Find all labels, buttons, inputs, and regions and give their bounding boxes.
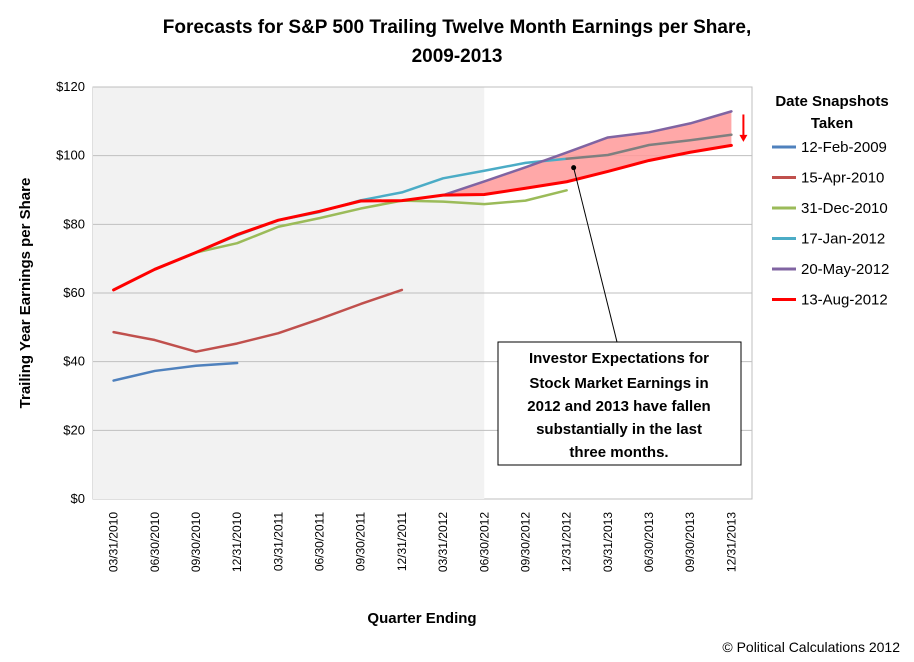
annotation-leader-line (573, 167, 618, 343)
y-tick-label: $60 (63, 285, 85, 300)
x-tick-label: 12/31/2011 (395, 512, 409, 571)
y-tick-label: $120 (56, 79, 85, 94)
x-axis-label: Quarter Ending (367, 610, 476, 627)
x-tick-label: 03/31/2013 (601, 512, 615, 572)
x-tick-label: 12/31/2010 (230, 512, 244, 572)
x-tick-label: 03/31/2010 (107, 512, 121, 572)
chart-title-line: 2009-2013 (412, 46, 503, 67)
series-line (565, 133, 733, 161)
decline-arrow-head (739, 134, 748, 142)
legend-label: 15-Apr-2010 (801, 170, 884, 187)
series-line (112, 288, 404, 353)
x-tick-label: 06/30/2010 (148, 512, 162, 572)
x-tick-label: 09/30/2012 (518, 512, 532, 572)
x-tick-label: 12/31/2013 (724, 512, 738, 572)
legend-items: 12-Feb-2009 15-Apr-2010 31-Dec-2010 17-Jan-… (772, 139, 889, 309)
y-tick-label: $40 (63, 354, 85, 369)
y-tick-label: $80 (63, 216, 85, 231)
annotation-pointer-dot (571, 165, 577, 171)
legend-label: 17-Jan-2012 (801, 231, 885, 248)
x-tick-label: 06/30/2013 (642, 512, 656, 572)
y-axis-ticks: $0 $20 $40 $60 $80 $100 $120 (56, 79, 85, 506)
x-tick-label: 06/30/2011 (313, 512, 327, 571)
x-tick-label: 09/30/2011 (354, 512, 368, 571)
legend-label: 13-Aug-2012 (801, 292, 888, 309)
annotation-box: Investor Expectations for Stock Market E… (497, 341, 742, 466)
y-tick-label: $0 (71, 491, 85, 506)
annotation-line: 2012 and 2013 have fallen (527, 398, 710, 415)
legend-title-line: Taken (811, 115, 853, 132)
legend-label: 31-Dec-2010 (801, 200, 888, 217)
x-tick-label: 06/30/2012 (477, 512, 491, 572)
x-tick-label: 03/31/2012 (436, 512, 450, 572)
decline-arrow (739, 114, 748, 142)
series-line (112, 143, 733, 292)
series-line (112, 361, 239, 382)
chart-title: Forecasts for S&P 500 Trailing Twelve Mo… (163, 17, 751, 67)
y-tick-label: $100 (56, 148, 85, 163)
x-tick-label: 09/30/2013 (683, 512, 697, 572)
annotation-line: three months. (569, 444, 668, 461)
legend-label: 20-May-2012 (801, 261, 889, 278)
y-tick-label: $20 (63, 422, 85, 437)
series-line (441, 110, 733, 197)
legend-label: 12-Feb-2009 (801, 139, 887, 156)
x-tick-label: 03/31/2011 (271, 512, 285, 571)
copyright-credit: © Political Calculations 2012 (722, 639, 900, 655)
series-lines (112, 110, 733, 382)
chart-title-line: Forecasts for S&P 500 Trailing Twelve Mo… (163, 17, 751, 38)
annotation-line: Stock Market Earnings in (529, 375, 708, 392)
annotation-frame (497, 341, 742, 466)
legend: Date Snapshots Taken 12-Feb-2009 15-Apr-2… (772, 93, 889, 309)
legend-title-line: Date Snapshots (775, 93, 888, 110)
y-axis-label: Trailing Year Earnings per Share (17, 178, 34, 409)
x-axis-ticks: 03/31/2010 06/30/2010 09/30/2010 12/31/2010… (107, 512, 739, 572)
annotation-line: Investor Expectations for (529, 350, 709, 367)
x-tick-label: 09/30/2010 (189, 512, 203, 572)
x-tick-label: 12/31/2012 (560, 512, 574, 572)
forecast-decline-fill (443, 111, 732, 196)
annotation-line: substantially in the last (536, 421, 702, 438)
